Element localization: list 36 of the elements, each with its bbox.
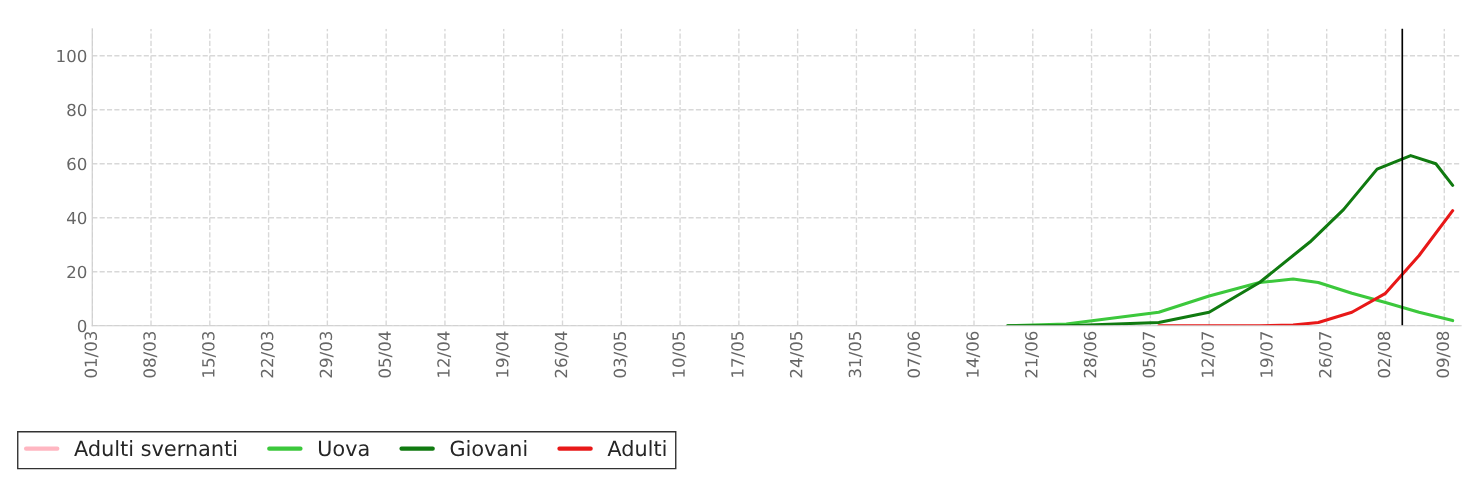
x-tick-label: 17/05 [731, 332, 746, 377]
x-tick-label: 05/07 [1142, 332, 1157, 378]
y-tick-label: 20 [67, 265, 87, 279]
y-tick-label: 40 [66, 211, 87, 225]
x-tick-label: 29/03 [319, 331, 334, 378]
y-tick-label: 100 [57, 49, 87, 63]
x-tick-label: 26/07 [1318, 332, 1333, 378]
x-tick-label: 12/07 [1201, 332, 1216, 377]
x-tick-label: 31/05 [848, 332, 863, 378]
legend-label: Adulti svernanti [74, 440, 237, 457]
y-tick-label: 80 [67, 103, 87, 117]
x-tick-label: 19/07 [1260, 332, 1275, 377]
x-tick-label: 21/06 [1025, 331, 1039, 378]
x-tick-label: 12/04 [437, 331, 452, 377]
line-series [1157, 209, 1455, 326]
x-tick-label: 22/03 [260, 331, 275, 378]
legend-label: Giovani [450, 440, 527, 457]
x-tick-label: 01/03 [84, 331, 99, 378]
line-series [1006, 154, 1455, 326]
x-tick-label: 03/05 [613, 332, 628, 378]
x-tick-label: 10/05 [672, 332, 687, 377]
x-tick-label: 09/08 [1436, 331, 1451, 378]
x-tick-label: 02/08 [1377, 331, 1392, 378]
legend-label: Uova [318, 440, 369, 457]
legend-label: Adulti [607, 440, 666, 457]
x-tick-label: 14/06 [966, 331, 981, 377]
y-tick-label: 60 [67, 157, 87, 171]
y-tick-label: 0 [77, 319, 87, 333]
x-tick-label: 08/03 [143, 331, 158, 378]
x-tick-label: 05/04 [378, 331, 393, 378]
x-tick-label: 28/06 [1083, 331, 1098, 378]
x-tick-label: 19/04 [495, 331, 510, 377]
x-tick-label: 24/05 [789, 332, 804, 378]
x-tick-label: 07/06 [907, 331, 922, 378]
x-tick-label: 26/04 [554, 331, 569, 378]
x-tick-label: 15/03 [202, 331, 216, 377]
